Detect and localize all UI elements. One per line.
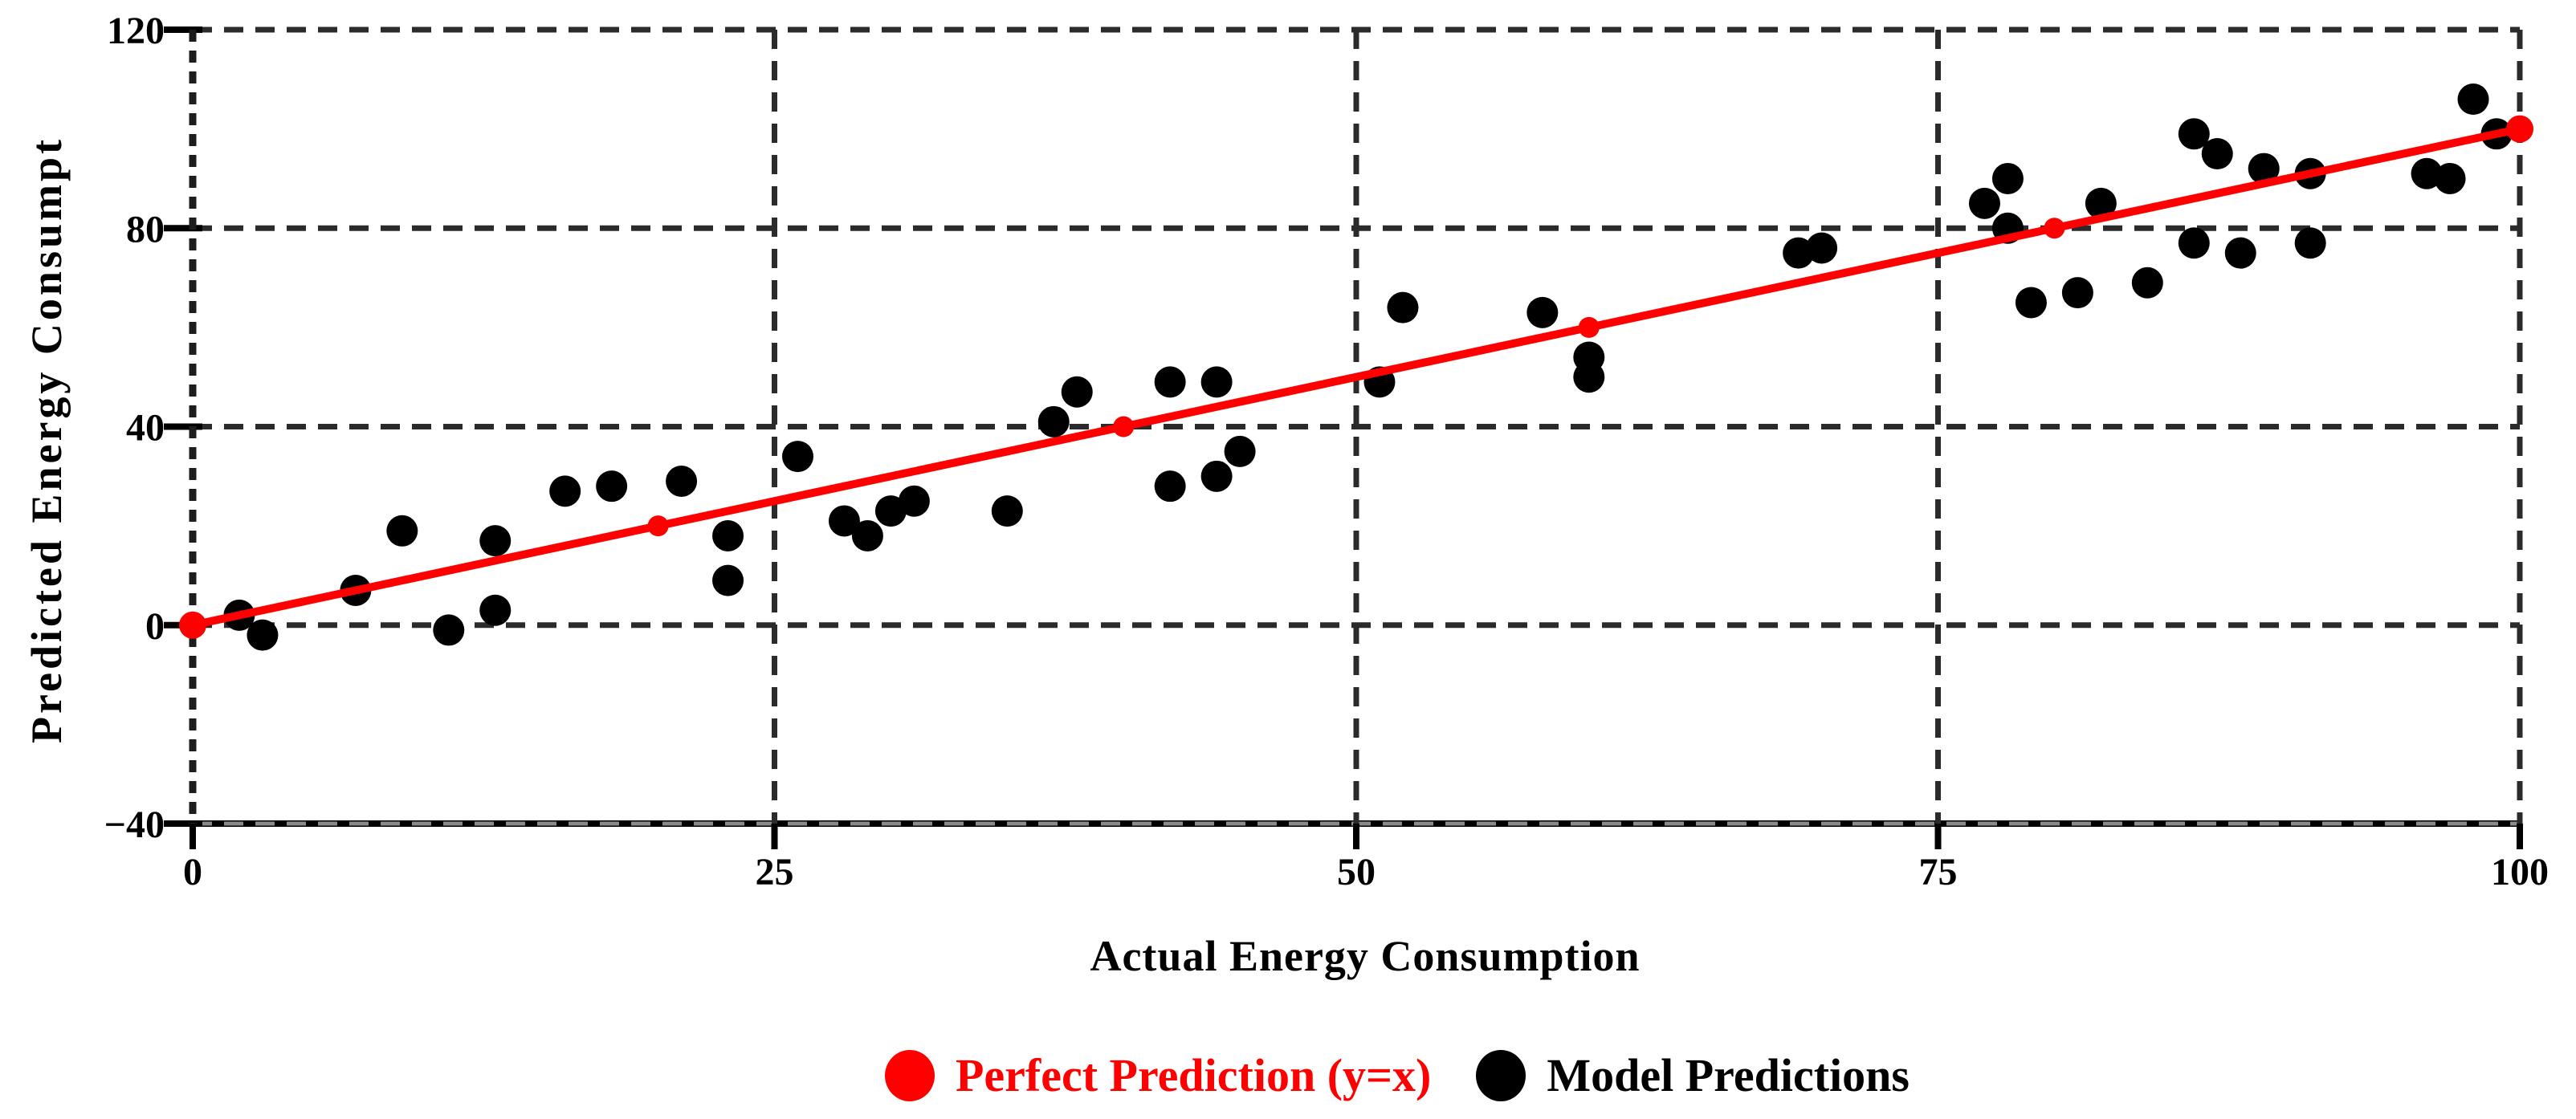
y-tick-label: 120 (107, 10, 165, 52)
scatter-point (479, 525, 512, 557)
legend: Perfect Prediction (y=x) Model Predictio… (885, 1048, 1910, 1102)
line-marker (179, 611, 206, 639)
scatter-point (1806, 232, 1838, 264)
scatter-point (991, 495, 1023, 527)
line-marker (1113, 416, 1135, 437)
scatter-point (1968, 187, 2000, 219)
legend-label-model-predictions: Model Predictions (1547, 1049, 1910, 1101)
scatter-point (1200, 366, 1233, 398)
x-tick-label: 100 (2491, 851, 2549, 893)
scatter-point (2434, 162, 2466, 194)
scatter-point (2248, 153, 2280, 185)
scatter-point (712, 564, 744, 596)
y-axis-title: Predicted Energy Consumpt (22, 136, 71, 743)
scatter-point (851, 519, 883, 551)
scatter-point (2015, 287, 2047, 319)
x-tick-label: 50 (1337, 851, 1376, 893)
scatter-point (2457, 83, 2489, 116)
scatter-point (549, 475, 581, 507)
scatter-point (1037, 405, 1070, 437)
scatter-point (2411, 157, 2443, 189)
scatter-point (2294, 227, 2326, 259)
scatter-point (1200, 460, 1233, 492)
scatter-point (1783, 237, 1815, 269)
line-marker (1578, 316, 1600, 338)
y-tick-label: 0 (145, 605, 165, 648)
x-axis-title: Actual Energy Consumption (1090, 932, 1641, 980)
y-tick-label: −40 (104, 804, 165, 846)
perfect-prediction-line (189, 124, 2524, 629)
scatter-point (2061, 277, 2093, 309)
legend-item-perfect-prediction: Perfect Prediction (y=x) (885, 1048, 1431, 1102)
scatter-point (247, 619, 279, 651)
scatter-point (1573, 361, 1605, 393)
x-tick-label: 25 (756, 851, 794, 893)
scatter-point (2178, 118, 2210, 150)
line-marker (2044, 218, 2065, 239)
legend-label-perfect-prediction: Perfect Prediction (y=x) (956, 1049, 1432, 1101)
scatter-point (1526, 296, 1559, 328)
scatter-point (1387, 291, 1419, 323)
scatter-point (1224, 435, 1256, 467)
scatter-point (2178, 227, 2210, 259)
scatter-point (2085, 187, 2117, 219)
legend-marker-red-circle-icon (885, 1049, 935, 1101)
legend-marker-black-circle-icon (1476, 1049, 1526, 1101)
scatter-point (479, 594, 512, 626)
x-tick-label: 75 (1919, 851, 1958, 893)
line-marker (2506, 115, 2533, 143)
scatter-point (666, 465, 698, 497)
scatter-point (898, 485, 930, 517)
y-tick-label: 80 (126, 208, 165, 250)
scatter-point (1991, 162, 2024, 194)
scatter-point (828, 505, 860, 537)
line-marker (647, 515, 669, 537)
scatter-point (2131, 267, 2163, 299)
scatter-point (1154, 366, 1186, 398)
legend-item-model-predictions: Model Predictions (1476, 1048, 1910, 1102)
y-tick-label: 40 (126, 407, 165, 450)
scatter-point (386, 515, 418, 547)
x-tick-label: 0 (183, 851, 202, 893)
scatter-point (712, 519, 744, 551)
scatter-point (433, 614, 465, 646)
scatter-point (1061, 376, 1093, 408)
scatter-point (1154, 470, 1186, 503)
scatter-point (2201, 138, 2233, 170)
scatter-point (2224, 237, 2256, 269)
scatter-point (596, 470, 628, 503)
scatter-point (781, 441, 813, 473)
